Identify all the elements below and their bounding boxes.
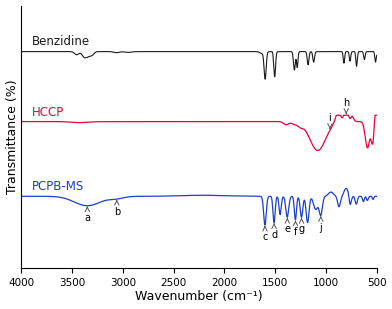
X-axis label: Wavenumber (cm⁻¹): Wavenumber (cm⁻¹)	[135, 290, 263, 303]
Text: PCPB-MS: PCPB-MS	[31, 180, 84, 193]
Text: g: g	[298, 218, 305, 235]
Text: a: a	[84, 207, 90, 223]
Y-axis label: Transmittance (%): Transmittance (%)	[5, 79, 18, 194]
Text: b: b	[114, 201, 120, 217]
Text: i: i	[328, 113, 332, 129]
Text: Benzidine: Benzidine	[31, 35, 90, 48]
Text: d: d	[271, 224, 277, 240]
Text: f: f	[293, 221, 298, 237]
Text: HCCP: HCCP	[31, 107, 64, 120]
Text: c: c	[262, 226, 268, 242]
Text: j: j	[319, 217, 323, 233]
Text: e: e	[284, 218, 290, 235]
Text: h: h	[343, 98, 349, 114]
